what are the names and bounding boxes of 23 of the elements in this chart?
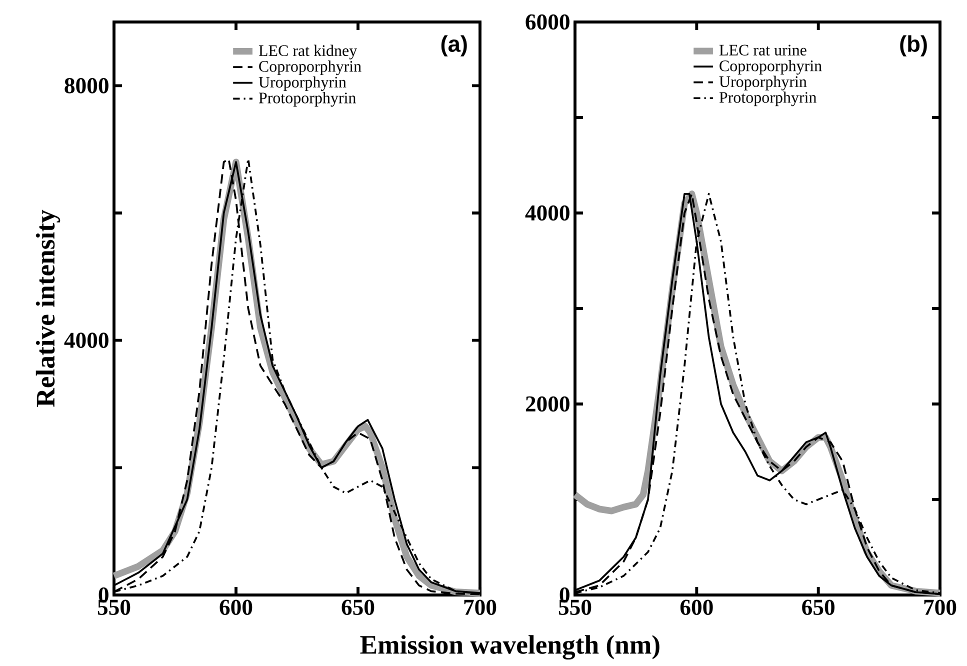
legend-label: Coproporphyrin xyxy=(720,60,822,75)
x-tick-label: 600 xyxy=(680,600,713,615)
legend-label: Uroporphyrin xyxy=(719,76,807,90)
y-tick-label: 8000 xyxy=(64,78,108,94)
x-tick-label: 700 xyxy=(924,600,956,615)
y-tick-label: 6000 xyxy=(526,14,570,30)
x-axis-title: Emission wavelength (nm) xyxy=(360,635,660,660)
legend-label: Protoporphyrin xyxy=(258,92,356,107)
annotation: (a) xyxy=(441,35,467,56)
y-tick-label: 2000 xyxy=(526,396,570,412)
y-tick-label: 4000 xyxy=(525,205,570,221)
x-tick-label: 700 xyxy=(464,600,496,615)
legend-label: LEC rat urine xyxy=(719,44,806,56)
x-tick-label: 650 xyxy=(802,600,834,615)
x-tick-label: 600 xyxy=(220,600,252,615)
legend-label: LEC rat kidney xyxy=(258,44,358,60)
y-axis-title: Relative intensity xyxy=(36,210,60,407)
legend-label: Protoporphyrin xyxy=(719,92,816,106)
legend-label: Coproporphyrin xyxy=(259,60,362,76)
y-tick-label: 4000 xyxy=(64,332,108,348)
x-tick-label: 650 xyxy=(342,600,374,615)
legend-label: Uroporphyrin xyxy=(258,76,346,91)
annotation: (b) xyxy=(900,35,927,56)
